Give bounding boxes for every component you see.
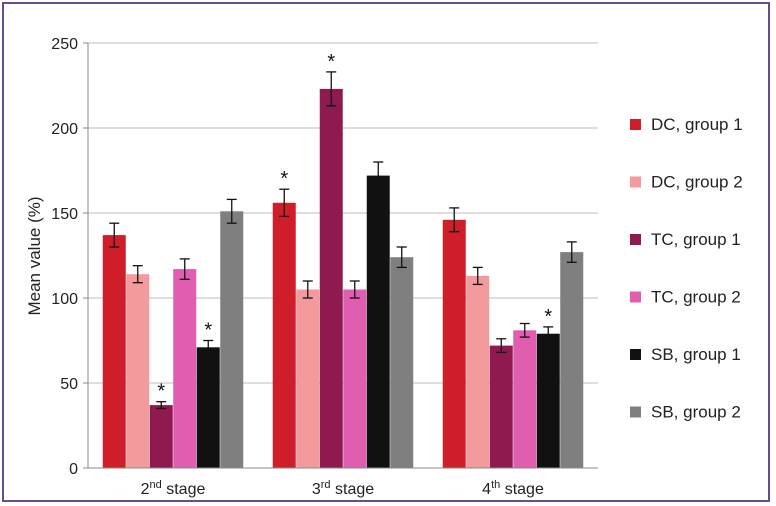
bar (513, 330, 537, 468)
x-tick-label: 3rd stage (312, 479, 374, 498)
y-axis-ticks: 0 50 100 150 200 250 (51, 36, 89, 478)
bar (343, 289, 367, 468)
legend-swatch (630, 119, 641, 130)
significance-marker: * (544, 306, 552, 328)
significance-marker: * (280, 168, 288, 190)
bars: * * * * * (88, 51, 598, 469)
bar (173, 269, 197, 468)
y-tick-label: 200 (51, 121, 78, 138)
bar (390, 257, 414, 468)
legend-label: DC, group 2 (651, 173, 743, 192)
bar (272, 202, 296, 469)
legend-label: DC, group 1 (651, 115, 743, 134)
legend-swatch (630, 406, 641, 418)
y-tick-label: 250 (51, 36, 78, 53)
bar (126, 274, 150, 468)
bar (536, 333, 560, 468)
legend-swatch (630, 234, 641, 245)
y-tick-label: 0 (69, 461, 78, 478)
bar (102, 235, 126, 468)
x-axis-ticks: 2nd stage 3rd stage 4th stage (141, 479, 544, 498)
legend-swatch (630, 291, 641, 303)
legend-label: TC, group 2 (651, 288, 741, 307)
y-tick-label: 100 (51, 291, 78, 308)
x-tick-label: 2nd stage (141, 479, 206, 498)
legend-label: SB, group 2 (651, 403, 741, 422)
x-tick-label: 4th stage (482, 479, 544, 498)
bar (489, 345, 513, 468)
bar (366, 175, 390, 468)
bar (196, 347, 220, 468)
bar (560, 252, 584, 468)
y-tick-label: 150 (51, 206, 78, 223)
y-axis-label: Mean value (%) (25, 196, 44, 315)
legend-swatch (630, 176, 641, 188)
bar (466, 275, 490, 468)
legend: DC, group 1 DC, group 2 TC, group 1 TC, gro… (630, 115, 743, 422)
significance-marker: * (204, 320, 212, 342)
bar (296, 289, 320, 468)
legend-label: SB, group 1 (651, 345, 741, 364)
bar (319, 88, 343, 469)
legend-label: TC, group 1 (651, 230, 741, 249)
significance-marker: * (157, 381, 165, 403)
significance-marker: * (327, 51, 335, 73)
bar (442, 219, 466, 468)
bar (149, 405, 173, 468)
bar (220, 211, 244, 469)
y-tick-label: 50 (60, 376, 78, 393)
legend-swatch (630, 349, 641, 360)
